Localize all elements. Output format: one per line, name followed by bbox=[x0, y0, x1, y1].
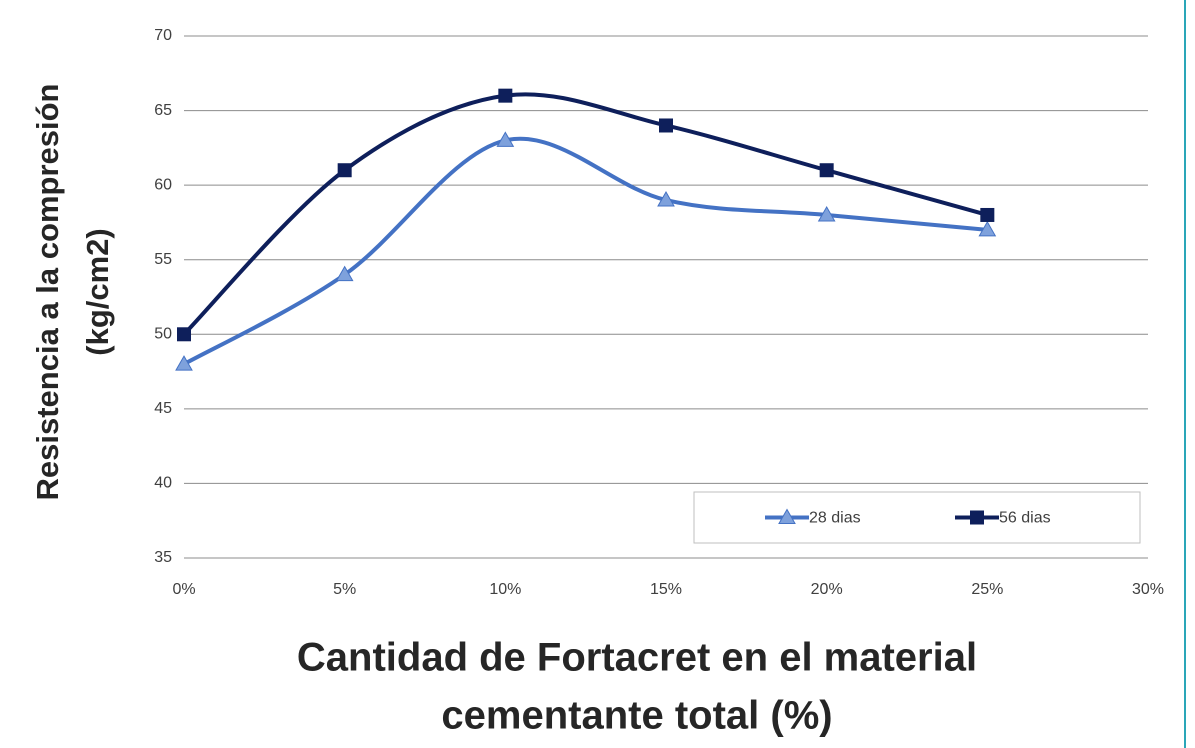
y-tick-label: 60 bbox=[154, 176, 172, 193]
marker bbox=[970, 510, 984, 525]
marker bbox=[337, 163, 352, 178]
marker bbox=[978, 220, 997, 237]
x-tick-label: 30% bbox=[1132, 581, 1164, 598]
marker bbox=[175, 355, 193, 371]
x-tick-label: 5% bbox=[333, 581, 356, 598]
marker bbox=[496, 131, 515, 147]
y-axis-title-line: (kg/cm2) bbox=[80, 228, 115, 355]
y-tick-label: 40 bbox=[154, 475, 172, 492]
x-tick-label: 0% bbox=[172, 581, 195, 598]
x-axis-title-line: cementante total (%) bbox=[441, 694, 832, 738]
marker bbox=[980, 207, 995, 222]
legend-box bbox=[693, 491, 1141, 544]
x-axis-title-line: Cantidad de Fortacret en el material bbox=[297, 636, 977, 680]
y-tick-label: 50 bbox=[154, 326, 172, 343]
x-tick-label: 15% bbox=[650, 581, 682, 598]
y-tick-label: 35 bbox=[154, 549, 172, 566]
marker bbox=[778, 508, 796, 524]
marker bbox=[817, 205, 836, 222]
legend: 28 dias 56 dias bbox=[693, 491, 1141, 544]
y-axis-title-line: Resistencia a la compresión bbox=[30, 84, 65, 501]
marker bbox=[335, 265, 354, 282]
series-line bbox=[183, 136, 988, 366]
marker bbox=[498, 88, 513, 103]
marker bbox=[177, 327, 191, 342]
marker bbox=[819, 163, 834, 178]
x-tick-label: 10% bbox=[489, 581, 521, 598]
legend-label: 56 dias bbox=[999, 510, 1051, 527]
series-line bbox=[182, 92, 988, 336]
marker bbox=[659, 118, 673, 133]
marker bbox=[657, 191, 675, 207]
y-tick-label: 65 bbox=[154, 102, 172, 119]
y-tick-label: 55 bbox=[154, 251, 172, 268]
legend-label: 28 dias bbox=[809, 510, 861, 527]
y-axis-title: Resistencia a la compresión (kg/cm2) bbox=[30, 84, 115, 501]
x-tick-label: 20% bbox=[811, 581, 843, 598]
y-tick-label: 70 bbox=[154, 27, 172, 44]
y-tick-label: 45 bbox=[154, 400, 172, 417]
x-tick-label: 25% bbox=[971, 581, 1003, 598]
